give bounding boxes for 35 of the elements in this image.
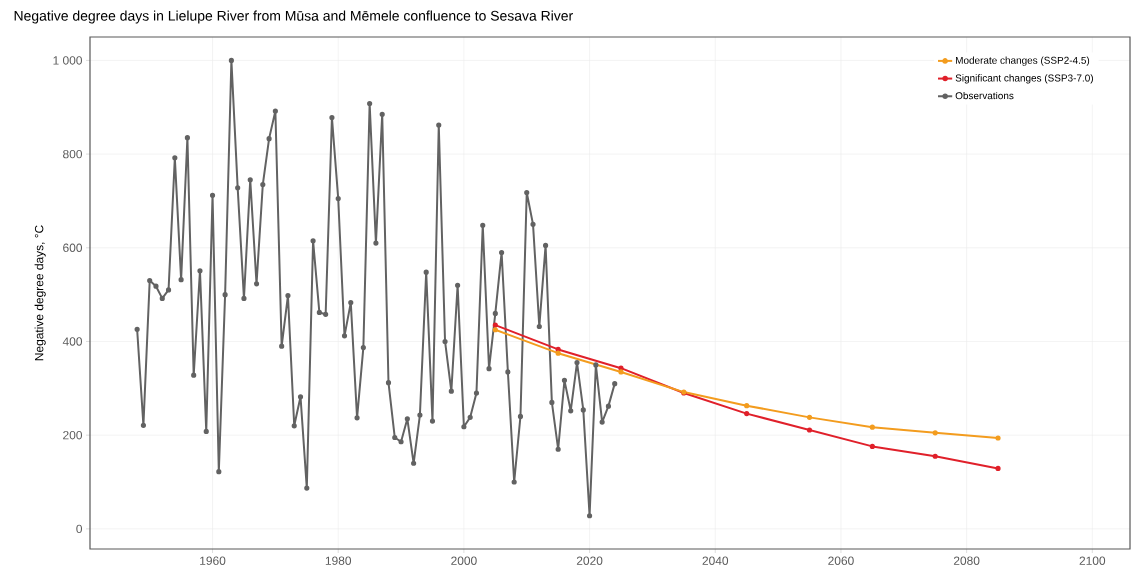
y-tick-label: 200 [63,430,83,440]
x-tick-label: 2000 [451,556,477,565]
y-tick-label: 0 [76,524,83,534]
point [744,411,750,417]
point [618,365,624,371]
y-axis-title: Negative degree days, °C [34,225,46,361]
point [869,443,875,449]
x-tick-label: 2020 [576,556,603,565]
x-tick-label: 2060 [828,556,854,565]
y-tick-label: 400 [62,337,83,346]
legend-label: Observations [955,91,1014,100]
chart-title: Negative degree days in Lielupe River from Mūsa and Mēmele confluence to Sesava River [14,10,573,24]
point [555,350,561,356]
point [618,369,624,375]
point [492,322,498,328]
point [806,414,813,420]
point [744,403,750,409]
point [995,435,1001,441]
point [995,465,1001,472]
legend-label: Significant changes (SSP3-7.0) [955,74,1093,84]
y-tick-label: 1 000 [53,56,82,65]
y-tick-label: 600 [63,243,83,253]
x-tick-label: 1980 [325,556,352,565]
point [806,427,813,433]
x-tick-label: 2080 [953,556,980,565]
point [932,453,938,459]
point [869,424,875,430]
x-tick-label: 2100 [1079,556,1106,565]
legend-label: Moderate changes (SSP2-4.5) [955,56,1090,66]
point [492,327,498,333]
x-tick-label: 2040 [702,556,729,565]
x-tick-label: 1960 [200,556,226,565]
y-tick-label: 800 [63,149,83,159]
point [555,346,561,353]
point [932,430,938,436]
